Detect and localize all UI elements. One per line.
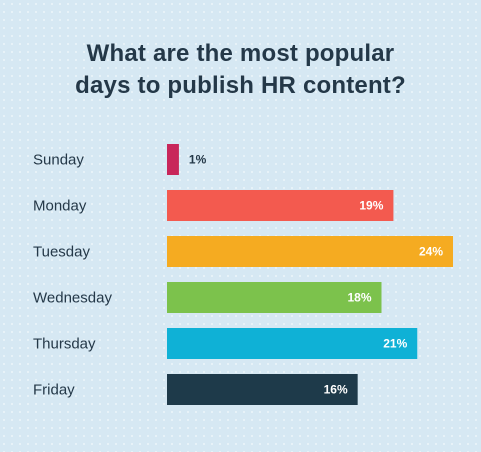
- category-label-thursday: Thursday: [33, 336, 96, 353]
- chart-title: What are the most popular days to publis…: [0, 38, 481, 102]
- value-label-sunday: 1%: [189, 153, 207, 167]
- value-label-thursday: 21%: [383, 337, 407, 351]
- chart-title-line-1: What are the most popular: [86, 40, 395, 67]
- bar-tuesday: [167, 236, 453, 267]
- category-label-monday: Monday: [33, 198, 87, 215]
- category-label-tuesday: Tuesday: [33, 244, 90, 261]
- bar-wednesday: [167, 282, 382, 313]
- value-label-friday: 16%: [324, 383, 348, 397]
- bar-friday: [167, 374, 358, 405]
- bar-sunday: [167, 144, 179, 175]
- value-label-monday: 19%: [359, 199, 383, 213]
- chart-title-line-2: days to publish HR content?: [75, 72, 406, 99]
- value-label-tuesday: 24%: [419, 245, 443, 259]
- category-label-wednesday: Wednesday: [33, 290, 112, 307]
- bar-monday: [167, 190, 394, 221]
- category-label-friday: Friday: [33, 382, 75, 399]
- bar-thursday: [167, 328, 418, 359]
- category-label-sunday: Sunday: [33, 152, 84, 169]
- value-label-wednesday: 18%: [347, 291, 371, 305]
